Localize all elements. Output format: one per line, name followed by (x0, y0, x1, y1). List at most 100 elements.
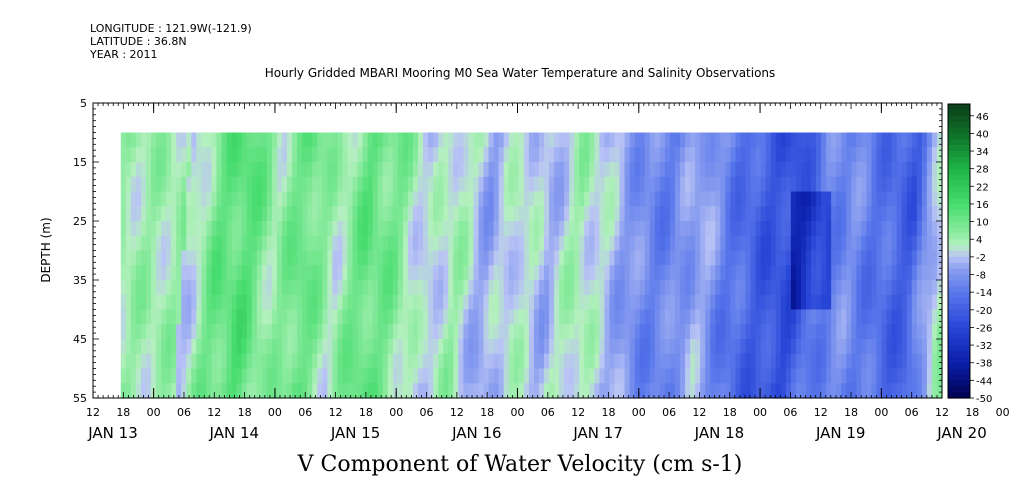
heatmap-cell (392, 383, 399, 399)
heatmap-cell (740, 132, 747, 148)
heatmap-cell (680, 250, 686, 266)
heatmap-cell (392, 265, 399, 281)
heatmap-cell (861, 309, 868, 325)
heatmap-cell (790, 309, 797, 325)
heatmap-cell (543, 368, 550, 384)
heatmap-cell (201, 368, 208, 384)
heatmap-cell (926, 294, 933, 311)
colorbar-label: -14 (976, 288, 992, 299)
heatmap-cell (669, 162, 676, 178)
heatmap-cell (478, 176, 485, 193)
heatmap-cell (790, 383, 797, 399)
x-hour-tick-label: 06 (783, 406, 797, 419)
heatmap-cell (292, 206, 298, 222)
heatmap-cell (226, 191, 233, 207)
heatmap-cell (740, 176, 747, 193)
heatmap-cell (876, 383, 883, 399)
heatmap-cell (271, 221, 278, 237)
heatmap-cell (543, 132, 550, 148)
heatmap-cell (402, 132, 409, 148)
heatmap-cell (312, 206, 318, 222)
heatmap-cell (790, 176, 797, 193)
heatmap-cell (216, 132, 223, 148)
heatmap-cell (292, 221, 298, 237)
heatmap-cell (916, 250, 923, 266)
heatmap-cell (715, 250, 721, 266)
heatmap-cell (775, 191, 782, 207)
heatmap-cell (881, 353, 888, 370)
heatmap-cell (876, 176, 883, 193)
heatmap-cell (690, 176, 696, 193)
heatmap-cell (654, 339, 661, 355)
colorbar-segment (948, 239, 970, 246)
heatmap-cell (236, 162, 243, 178)
heatmap-cell (186, 265, 192, 281)
heatmap-cell (428, 235, 434, 252)
heatmap-cell (770, 353, 777, 370)
heatmap-cell (619, 176, 626, 193)
heatmap-cell (685, 294, 691, 311)
heatmap-cell (448, 191, 454, 207)
heatmap-cell (312, 132, 318, 148)
heatmap-cell (549, 294, 555, 311)
heatmap-cell (533, 250, 540, 266)
heatmap-cell (624, 235, 631, 252)
heatmap-cell (161, 265, 167, 281)
heatmap-cell (720, 235, 726, 252)
heatmap-cell (800, 191, 807, 207)
heatmap-cell (936, 383, 943, 399)
heatmap-cell (881, 383, 888, 399)
heatmap-cell (876, 235, 883, 252)
heatmap-cell (629, 383, 636, 399)
heatmap-cell (453, 353, 459, 370)
heatmap-cell (705, 265, 711, 281)
heatmap-cell (428, 294, 434, 311)
heatmap-cell (876, 221, 883, 237)
heatmap-cell (135, 368, 142, 384)
heatmap-cell (130, 162, 137, 178)
heatmap-cell (906, 353, 913, 370)
heatmap-cell (604, 353, 611, 370)
heatmap-cell (896, 221, 903, 237)
colorbar-segment (948, 145, 970, 152)
heatmap-cell (755, 324, 762, 340)
heatmap-cell (443, 324, 449, 340)
heatmap-cell (503, 176, 510, 193)
heatmap-cell (377, 353, 384, 370)
heatmap-cell (503, 339, 510, 355)
heatmap-cell (559, 206, 565, 222)
heatmap-cell (508, 147, 515, 163)
heatmap-cell (564, 132, 570, 148)
heatmap-cell (533, 206, 540, 222)
heatmap-cell (619, 353, 626, 370)
heatmap-cell (226, 353, 233, 370)
heatmap-cell (372, 235, 379, 252)
heatmap-cell (659, 339, 666, 355)
heatmap-cell (931, 324, 938, 340)
heatmap-cell (443, 132, 449, 148)
heatmap-cell (659, 294, 666, 311)
heatmap-cell (685, 235, 691, 252)
heatmap-cell (201, 147, 208, 163)
heatmap-cell (251, 176, 258, 193)
heatmap-cell (206, 176, 213, 193)
heatmap-cell (826, 353, 832, 370)
heatmap-cell (931, 176, 938, 193)
heatmap-cell (120, 353, 127, 370)
heatmap-cell (448, 309, 454, 325)
heatmap-cell (554, 221, 560, 237)
heatmap-cell (936, 368, 943, 384)
heatmap-cell (166, 176, 172, 193)
heatmap-cell (861, 383, 868, 399)
heatmap-cell (669, 147, 676, 163)
colorbar-segment (948, 221, 970, 229)
heatmap-cell (528, 162, 535, 178)
heatmap-cell (745, 280, 752, 296)
heatmap-cell (231, 383, 238, 399)
heatmap-cell (523, 368, 530, 384)
heatmap-cell (891, 191, 898, 207)
heatmap-cell (826, 191, 832, 207)
colorbar-label: -2 (976, 253, 986, 264)
heatmap-cell (780, 235, 787, 252)
heatmap-cell (710, 339, 716, 355)
